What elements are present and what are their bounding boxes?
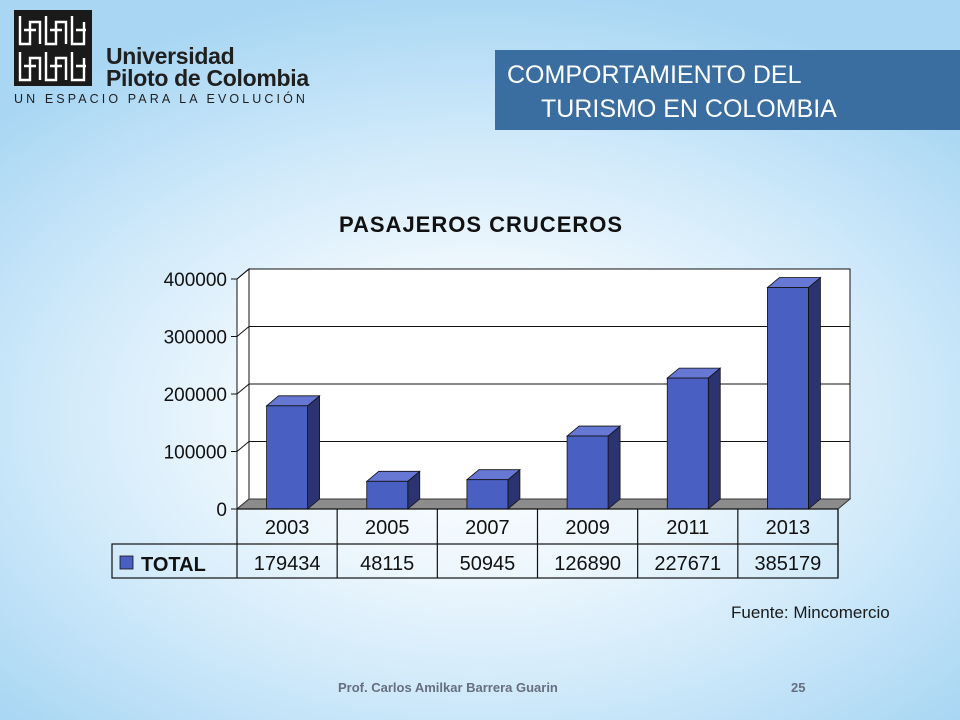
y-tick-label: 400000 xyxy=(164,270,227,291)
legend-series-name: TOTAL xyxy=(141,554,206,576)
slide-title-line1: COMPORTAMIENTO DEL xyxy=(507,61,802,89)
bar-2005 xyxy=(366,480,409,510)
legend-swatch xyxy=(119,555,134,570)
logo-name-line2: Piloto de Colombia xyxy=(106,65,309,91)
page-number: 25 xyxy=(791,680,806,695)
gridline-side xyxy=(236,268,250,280)
footer-author: Prof. Carlos Amilkar Barrera Guarin xyxy=(338,680,558,695)
category-label: 2007 xyxy=(465,517,510,539)
gridline-side xyxy=(236,326,250,337)
bar-2009 xyxy=(566,435,609,510)
logo-maze-icon xyxy=(14,10,92,86)
slide-title-line2: TURISMO EN COLOMBIA xyxy=(541,95,837,123)
slide-title-box: COMPORTAMIENTO DEL TURISMO EN COLOMBIA xyxy=(495,50,960,130)
y-tick-label: 100000 xyxy=(164,443,227,464)
data-label: 48115 xyxy=(360,553,414,575)
data-label: 179434 xyxy=(254,553,321,575)
category-label: 2013 xyxy=(766,517,811,539)
bar-side-2009 xyxy=(607,425,621,510)
y-tick-label: 300000 xyxy=(164,328,227,349)
y-tick-label: 0 xyxy=(216,500,227,521)
logo-name-line1: Universidad xyxy=(106,43,235,69)
chart-title: PASAJEROS CRUCEROS xyxy=(339,212,623,237)
gridline-side xyxy=(236,441,250,452)
data-label: 385179 xyxy=(755,553,822,575)
bar-2013 xyxy=(767,287,809,510)
bar-2003 xyxy=(266,405,308,510)
bar-2011 xyxy=(666,377,709,510)
y-tick-label: 200000 xyxy=(164,385,227,406)
chart-floor xyxy=(235,498,852,510)
logo-tagline: UN ESPACIO PARA LA EVOLUCIÓN xyxy=(14,92,309,106)
category-label: 2011 xyxy=(666,517,709,539)
bar-side-2003 xyxy=(307,394,320,510)
gridline-side xyxy=(236,383,250,395)
category-label: 2009 xyxy=(565,517,610,539)
source-note: Fuente: Mincomercio xyxy=(731,603,890,622)
category-label: 2005 xyxy=(365,517,410,539)
data-label: 227671 xyxy=(654,553,721,575)
bar-side-2011 xyxy=(707,367,721,510)
data-label: 50945 xyxy=(460,553,516,575)
bar-2007 xyxy=(466,479,509,510)
bar-side-2013 xyxy=(808,276,821,510)
data-label: 126890 xyxy=(554,553,621,575)
university-logo: Universidad Piloto de Colombia UN ESPACI… xyxy=(14,10,314,110)
category-label: 2003 xyxy=(265,517,310,539)
